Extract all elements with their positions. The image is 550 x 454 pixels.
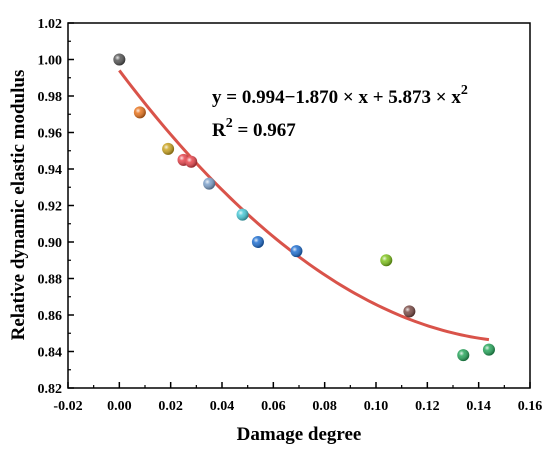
r-squared: R2 = 0.967	[212, 116, 296, 141]
r-squared-base: R	[212, 120, 226, 141]
y-tick-label: 0.84	[38, 346, 63, 361]
y-tick-label: 1.02	[38, 17, 63, 32]
x-tick-label: 0.08	[312, 399, 337, 414]
data-point	[482, 343, 495, 356]
data-point	[162, 142, 175, 155]
fit-equation-exponent: 2	[461, 83, 468, 98]
x-tick-label: 0.06	[261, 399, 286, 414]
y-axis-title: Relative dynamic elastic modulus	[8, 70, 29, 341]
data-point	[203, 177, 216, 190]
data-point	[251, 236, 264, 248]
x-tick-label: 0.04	[210, 399, 235, 414]
y-tick-label: 0.86	[38, 309, 63, 324]
x-tick-label: 0.12	[415, 399, 440, 414]
data-point	[113, 53, 126, 66]
fit-equation-main: y = 0.994−1.870 × x + 5.873 × x	[212, 87, 461, 108]
y-tick-label: 0.96	[38, 127, 63, 142]
data-point	[236, 208, 249, 221]
data-point	[185, 155, 198, 168]
y-tick-label: 0.98	[38, 90, 63, 105]
data-point	[403, 305, 416, 318]
y-tick-label: 0.90	[38, 236, 63, 251]
fit-equation: y = 0.994−1.870 × x + 5.873 × x2	[212, 83, 468, 108]
y-tick-label: 0.94	[38, 163, 63, 178]
x-axis-title: Damage degree	[237, 424, 362, 445]
r-squared-value: = 0.967	[233, 120, 297, 141]
fit-curve	[118, 69, 490, 342]
y-axis-ticks: 0.82 0.84 0.86 0.88 0.90 0.92 0.94 0.96 0.98 1.00…	[38, 17, 74, 397]
y-tick-label: 0.82	[38, 382, 63, 397]
data-point	[290, 245, 303, 258]
x-tick-label: 0.14	[466, 399, 491, 414]
x-tick-label: 0.10	[364, 399, 389, 414]
x-tick-label: 0.16	[518, 399, 543, 414]
x-tick-label: -0.02	[53, 399, 82, 414]
data-point	[133, 106, 146, 119]
data-point	[380, 254, 393, 267]
r-squared-exponent: 2	[226, 116, 233, 131]
x-axis-ticks: -0.02 0.00 0.02 0.04 0.06 0.08 0.10 0.12 0.14 0.1…	[53, 382, 542, 414]
data-points	[113, 53, 495, 362]
x-tick-label: 0.02	[158, 399, 183, 414]
y-tick-label: 0.92	[38, 200, 63, 215]
y-tick-label: 1.00	[38, 54, 63, 69]
x-tick-label: 0.00	[107, 399, 132, 414]
data-point	[457, 349, 470, 362]
y-tick-label: 0.88	[38, 273, 63, 288]
